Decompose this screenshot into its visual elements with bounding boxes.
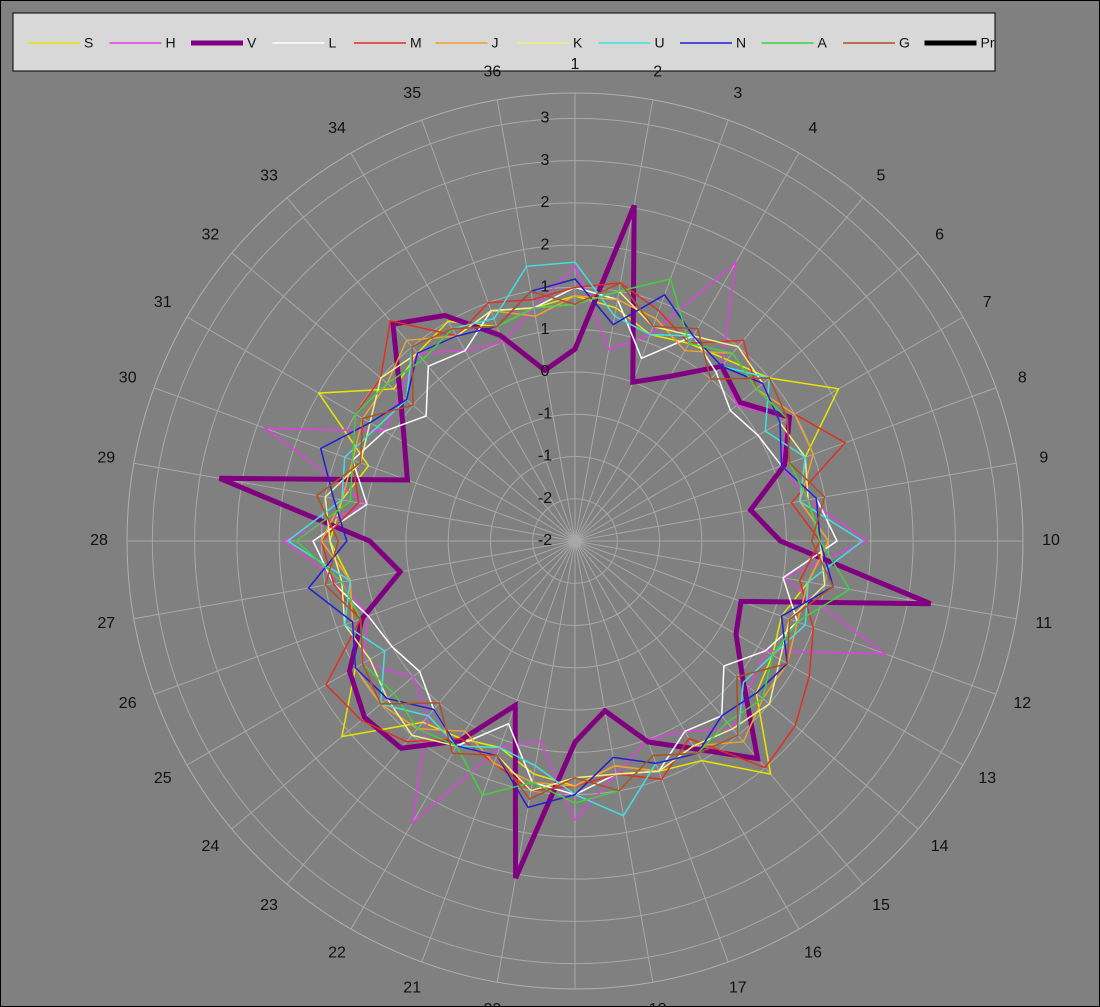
series-line <box>218 204 932 880</box>
legend-box <box>12 12 996 72</box>
category-label: 13 <box>978 770 996 787</box>
legend-label: U <box>655 35 665 51</box>
category-label: 8 <box>1018 369 1027 386</box>
category-label: 28 <box>90 532 108 549</box>
spoke <box>496 99 576 542</box>
category-label: 1 <box>571 56 580 73</box>
category-label: 7 <box>983 294 992 311</box>
spoke <box>286 540 576 885</box>
category-label: 9 <box>1039 450 1048 467</box>
spoke <box>421 540 576 963</box>
category-label: 23 <box>260 897 278 914</box>
legend-label: N <box>736 35 746 51</box>
category-label: 17 <box>729 980 747 997</box>
y-tick-label: 3 <box>541 152 550 169</box>
category-label: 2 <box>653 63 662 80</box>
y-tick-label: 1 <box>541 279 550 296</box>
category-label: 33 <box>260 168 278 185</box>
series-line <box>307 278 834 809</box>
category-label: 35 <box>403 85 421 102</box>
category-label: 29 <box>97 450 115 467</box>
category-label: 26 <box>119 695 137 712</box>
category-label: 6 <box>935 226 944 243</box>
spoke <box>231 540 576 830</box>
spoke <box>574 119 729 542</box>
spoke <box>574 252 919 542</box>
series-line <box>315 281 835 801</box>
y-tick-label: -1 <box>538 448 552 465</box>
spoke <box>231 252 576 542</box>
legend-label: J <box>492 35 499 51</box>
category-label: 4 <box>809 120 818 137</box>
spoke <box>574 540 919 830</box>
spoke <box>574 540 864 885</box>
y-tick-label: -1 <box>538 405 552 422</box>
spoke <box>574 540 729 963</box>
spoke <box>496 540 576 983</box>
category-label: 31 <box>154 294 172 311</box>
legend-label: L <box>329 35 337 51</box>
spoke <box>421 119 576 542</box>
spoke <box>574 462 1017 542</box>
series-layer <box>218 204 932 880</box>
spoke <box>574 99 654 542</box>
category-label: 12 <box>1013 695 1031 712</box>
category-label: 32 <box>201 226 219 243</box>
legend-label: H <box>166 35 176 51</box>
category-label: 36 <box>483 63 501 80</box>
spoke <box>186 316 576 542</box>
spoke <box>574 540 1017 620</box>
spoke <box>574 540 654 983</box>
legend-label: G <box>899 35 910 51</box>
category-label: 10 <box>1042 532 1060 549</box>
spoke <box>133 462 576 542</box>
category-label: 34 <box>328 120 346 137</box>
spoke <box>574 152 800 542</box>
spoke <box>153 387 576 542</box>
spoke <box>133 540 576 620</box>
spoke <box>574 197 864 542</box>
legend-label: K <box>573 35 583 51</box>
legend-label: Pr <box>981 35 995 51</box>
spoke <box>574 540 800 930</box>
legend-label: A <box>818 35 828 51</box>
category-label: 15 <box>872 897 890 914</box>
category-label: 25 <box>154 770 172 787</box>
spoke <box>574 316 964 542</box>
y-tick-label: -2 <box>538 490 552 507</box>
legend: S H V L M J K U N A G Pr <box>28 35 995 51</box>
y-tick-label: 2 <box>541 194 550 211</box>
y-tick-label: -2 <box>538 532 552 549</box>
category-label: 5 <box>877 168 886 185</box>
category-label: 16 <box>804 944 822 961</box>
spoke <box>574 540 964 766</box>
spoke <box>574 540 997 695</box>
legend-label: V <box>247 35 257 51</box>
category-label: 27 <box>97 615 115 632</box>
category-label: 30 <box>119 369 137 386</box>
legend-label: S <box>84 35 93 51</box>
category-label: 24 <box>201 838 219 855</box>
y-tick-label: 3 <box>541 110 550 127</box>
spoke <box>350 152 576 542</box>
y-tick-label: 1 <box>541 321 550 338</box>
y-tick-label: 2 <box>541 236 550 253</box>
legend-label: M <box>410 35 422 51</box>
category-label: 22 <box>328 944 346 961</box>
category-label: 18 <box>649 1001 667 1007</box>
y-tick-label: 0 <box>541 363 550 380</box>
category-label: 3 <box>733 85 742 102</box>
category-label: 14 <box>931 838 949 855</box>
spoke <box>350 540 576 930</box>
category-label: 11 <box>1035 615 1052 632</box>
category-label: 20 <box>483 1001 501 1007</box>
spoke <box>186 540 576 766</box>
category-label: 21 <box>403 980 421 997</box>
spoke <box>286 197 576 542</box>
